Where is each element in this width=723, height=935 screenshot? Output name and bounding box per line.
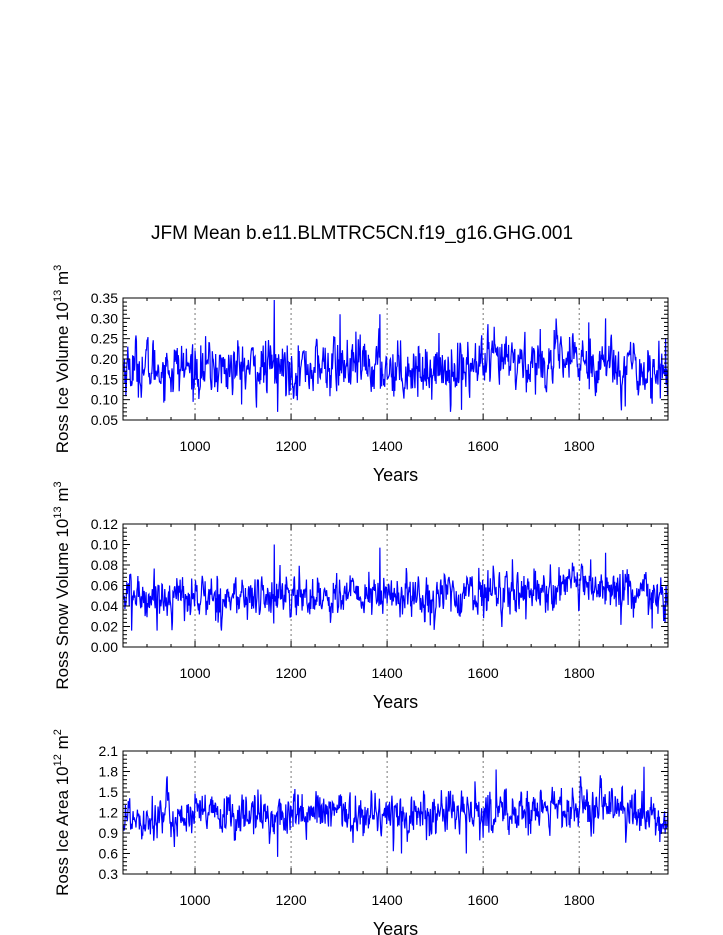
y-axis-label-exponent: 3 bbox=[52, 481, 64, 487]
x-tick-label: 1000 bbox=[179, 892, 210, 908]
y-tick-label: 1.8 bbox=[99, 764, 119, 780]
y-axis-label: Ross Ice Volume 1013 m3 bbox=[52, 265, 72, 453]
y-tick-label: 1.2 bbox=[99, 805, 119, 821]
x-tick-label: 1000 bbox=[179, 438, 210, 454]
x-tick-label: 1200 bbox=[275, 665, 306, 681]
panel-ice-volume: 1000 1200 1400 1600 1800 0.05 0.10 0.15 0.20 0.25… bbox=[52, 265, 669, 485]
data-line-snow-volume bbox=[122, 544, 669, 631]
x-tick-label: 1800 bbox=[564, 892, 595, 908]
y-tick-label: 0.10 bbox=[91, 537, 118, 553]
y-axis-label-text: m bbox=[53, 735, 72, 754]
y-tick-label: 1.5 bbox=[99, 784, 119, 800]
x-tick-label: 1600 bbox=[468, 892, 499, 908]
y-tick-label: 2.1 bbox=[99, 743, 119, 759]
y-tick-label: 0.6 bbox=[99, 846, 119, 862]
y-axis-label-exponent: 3 bbox=[52, 265, 64, 271]
panel-snow-volume: 1000 1200 1400 1600 1800 0.00 0.02 0.04 0.06 0.08… bbox=[52, 481, 669, 712]
y-tick-label: 0.3 bbox=[99, 866, 119, 882]
y-axis-label-text: m bbox=[53, 271, 72, 290]
x-tick-label: 1600 bbox=[468, 438, 499, 454]
y-axis-label-exponent: 13 bbox=[52, 290, 64, 302]
figure-title: JFM Mean b.e11.BLMTRC5CN.f19_g16.GHG.001 bbox=[151, 223, 573, 244]
x-tick-label: 1400 bbox=[372, 665, 403, 681]
y-tick-label: 0.35 bbox=[91, 290, 118, 306]
data-line-ice-volume bbox=[122, 300, 669, 412]
x-tick-label: 1000 bbox=[179, 665, 210, 681]
y-tick-label: 0.06 bbox=[91, 578, 118, 594]
y-tick-label: 0.30 bbox=[91, 310, 118, 326]
y-tick-label: 0.08 bbox=[91, 557, 118, 573]
y-axis-label-exponent: 12 bbox=[52, 754, 64, 766]
y-tick-label: 0.9 bbox=[99, 825, 119, 841]
y-tick-label: 0.15 bbox=[91, 371, 118, 387]
x-tick-label: 1200 bbox=[275, 892, 306, 908]
y-tick-label: 0.20 bbox=[91, 351, 118, 367]
y-axis-label: Ross Snow Volume 1013 m3 bbox=[52, 481, 72, 689]
y-axis-label-text: m bbox=[53, 487, 72, 506]
x-tick-label: 1200 bbox=[275, 438, 306, 454]
y-tick-label: 0.10 bbox=[91, 392, 118, 408]
x-tick-label: 1800 bbox=[564, 665, 595, 681]
y-axis-label: Ross Ice Area 1012 m2 bbox=[52, 729, 72, 896]
data-line-ice-area bbox=[122, 766, 669, 857]
x-tick-label: 1800 bbox=[564, 438, 595, 454]
x-tick-label: 1400 bbox=[372, 438, 403, 454]
x-tick-label: 1600 bbox=[468, 665, 499, 681]
x-tick-label: 1400 bbox=[372, 892, 403, 908]
y-tick-label: 0.04 bbox=[91, 598, 118, 614]
y-axis-label-text: Ross Ice Area 10 bbox=[53, 766, 72, 895]
panel-ice-area: 1000 1200 1400 1600 1800 0.3 0.6 0.9 1.2 1.5 1.8 2.… bbox=[52, 729, 669, 935]
x-axis-label: Years bbox=[373, 465, 418, 485]
y-axis-label-exponent: 13 bbox=[52, 506, 64, 518]
y-tick-label: 0.05 bbox=[91, 412, 118, 428]
x-axis-label: Years bbox=[373, 692, 418, 712]
y-tick-label: 0.00 bbox=[91, 639, 118, 655]
y-axis-label-text: Ross Snow Volume 10 bbox=[53, 519, 72, 690]
y-tick-label: 0.25 bbox=[91, 331, 118, 347]
y-tick-label: 0.12 bbox=[91, 516, 118, 532]
y-axis-label-text: Ross Ice Volume 10 bbox=[53, 302, 72, 453]
x-axis-label: Years bbox=[373, 919, 418, 935]
y-axis-label-exponent: 2 bbox=[52, 729, 64, 735]
plot-frame bbox=[122, 750, 669, 875]
y-tick-label: 0.02 bbox=[91, 619, 118, 635]
